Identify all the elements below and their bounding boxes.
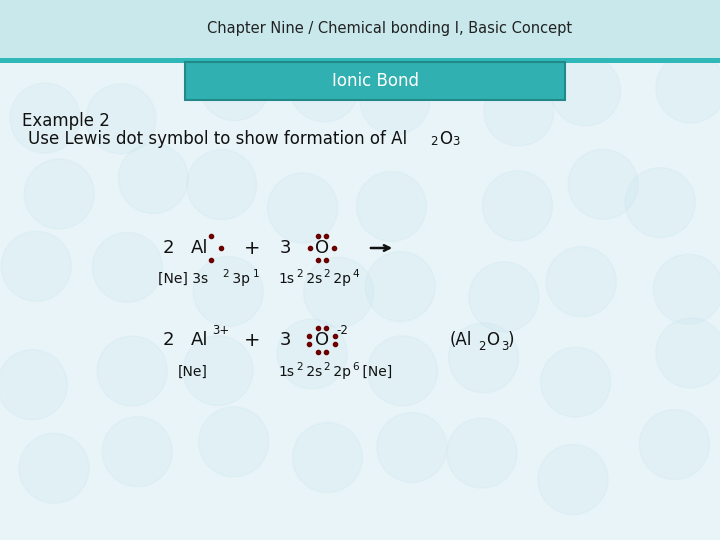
Circle shape xyxy=(102,417,172,487)
Circle shape xyxy=(24,159,94,229)
Text: Chapter Nine / Chemical bonding I, Basic Concept: Chapter Nine / Chemical bonding I, Basic… xyxy=(207,22,572,37)
Circle shape xyxy=(484,76,554,146)
Circle shape xyxy=(199,407,269,477)
Circle shape xyxy=(656,318,720,388)
Circle shape xyxy=(118,144,189,213)
Text: 2: 2 xyxy=(478,340,485,353)
Circle shape xyxy=(19,433,89,503)
Circle shape xyxy=(656,53,720,123)
Text: [Ne] 3s: [Ne] 3s xyxy=(158,272,208,286)
Bar xyxy=(185,62,565,100)
Text: 3+: 3+ xyxy=(212,323,229,336)
Text: 2: 2 xyxy=(323,362,330,372)
Text: 2: 2 xyxy=(323,269,330,279)
Circle shape xyxy=(551,56,621,126)
Circle shape xyxy=(625,167,696,238)
Circle shape xyxy=(365,252,436,321)
Circle shape xyxy=(653,254,720,324)
Text: 2s: 2s xyxy=(302,365,323,379)
Circle shape xyxy=(469,262,539,332)
Text: 2p: 2p xyxy=(329,272,351,286)
Text: O: O xyxy=(439,130,452,148)
Text: 2: 2 xyxy=(296,362,302,372)
Circle shape xyxy=(268,173,338,243)
Text: [Ne]: [Ne] xyxy=(358,365,392,379)
Text: 3p: 3p xyxy=(228,272,250,286)
Circle shape xyxy=(193,256,264,326)
Text: O: O xyxy=(486,331,499,349)
Bar xyxy=(0,58,720,63)
Circle shape xyxy=(447,418,517,488)
Circle shape xyxy=(97,336,167,406)
Text: O: O xyxy=(315,239,329,257)
Text: +: + xyxy=(244,239,260,258)
Text: Al: Al xyxy=(192,331,209,349)
Text: 3: 3 xyxy=(501,340,508,353)
Text: 2: 2 xyxy=(430,135,438,148)
Circle shape xyxy=(639,410,709,480)
Bar xyxy=(0,0,720,58)
Text: 3: 3 xyxy=(279,331,291,349)
Circle shape xyxy=(0,349,68,420)
Circle shape xyxy=(92,232,162,302)
Circle shape xyxy=(292,423,362,492)
Text: 2: 2 xyxy=(162,331,174,349)
Text: 3: 3 xyxy=(279,239,291,257)
Circle shape xyxy=(568,149,638,219)
Circle shape xyxy=(538,444,608,515)
Text: Al: Al xyxy=(192,239,209,257)
Circle shape xyxy=(367,336,438,406)
Circle shape xyxy=(482,171,552,241)
Text: 2: 2 xyxy=(296,269,302,279)
Circle shape xyxy=(377,413,447,482)
Circle shape xyxy=(199,51,269,120)
Circle shape xyxy=(541,347,611,417)
Circle shape xyxy=(304,258,374,327)
Text: 2s: 2s xyxy=(302,272,323,286)
Text: 6: 6 xyxy=(352,362,359,372)
Text: 2p: 2p xyxy=(329,365,351,379)
Text: 3: 3 xyxy=(452,135,459,148)
Text: 1s: 1s xyxy=(278,365,294,379)
Circle shape xyxy=(183,335,253,406)
Text: -2: -2 xyxy=(336,323,348,336)
Circle shape xyxy=(1,231,71,301)
Text: 4: 4 xyxy=(352,269,359,279)
Circle shape xyxy=(289,52,359,122)
Circle shape xyxy=(10,83,80,153)
Text: Use Lewis dot symbol to show formation of Al: Use Lewis dot symbol to show formation o… xyxy=(28,130,407,148)
Text: 2: 2 xyxy=(162,239,174,257)
Circle shape xyxy=(546,247,616,316)
Text: 1: 1 xyxy=(253,269,260,279)
Circle shape xyxy=(277,319,347,389)
Text: (Al: (Al xyxy=(450,331,472,349)
Text: +: + xyxy=(244,330,260,349)
Circle shape xyxy=(186,150,257,220)
Text: Example 2: Example 2 xyxy=(22,112,110,130)
Circle shape xyxy=(449,323,518,393)
Circle shape xyxy=(356,171,426,241)
Text: 1s: 1s xyxy=(278,272,294,286)
Text: ): ) xyxy=(508,331,515,349)
Text: [Ne]: [Ne] xyxy=(178,365,208,379)
Circle shape xyxy=(360,65,430,135)
Text: 2: 2 xyxy=(222,269,229,279)
Circle shape xyxy=(86,84,156,154)
Text: O: O xyxy=(315,331,329,349)
Text: Ionic Bond: Ionic Bond xyxy=(331,72,418,90)
